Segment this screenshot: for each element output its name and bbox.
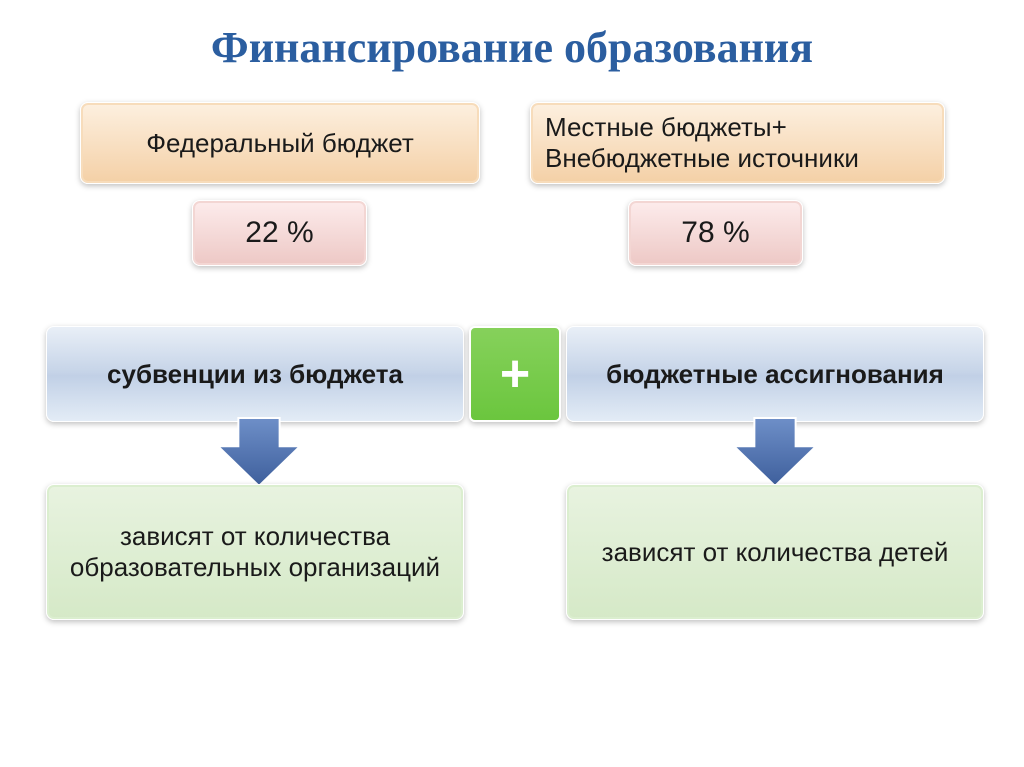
subventions-label: субвенции из бюджета	[107, 359, 403, 390]
pct-right-box: 78 %	[628, 200, 803, 266]
allocations-box: бюджетные ассигнования	[566, 326, 984, 422]
allocations-label: бюджетные ассигнования	[606, 359, 944, 390]
arrow-right-icon	[732, 416, 818, 488]
local-budget-box: Местные бюджеты+ Внебюджетные источники	[530, 102, 945, 184]
depends-orgs-label: зависят от количества образовательных ор…	[47, 521, 463, 583]
depends-orgs-box: зависят от количества образовательных ор…	[46, 484, 464, 620]
pct-left-value: 22 %	[245, 216, 313, 250]
plus-icon: +	[500, 344, 530, 404]
federal-budget-label: Федеральный бюджет	[146, 128, 414, 159]
pct-left-box: 22 %	[192, 200, 367, 266]
page-title: Финансирование образования	[0, 0, 1024, 73]
federal-budget-box: Федеральный бюджет	[80, 102, 480, 184]
subventions-box: субвенции из бюджета	[46, 326, 464, 422]
depends-children-box: зависят от количества детей	[566, 484, 984, 620]
arrow-left-icon	[216, 416, 302, 488]
plus-box: +	[469, 326, 561, 422]
depends-children-label: зависят от количества детей	[602, 537, 949, 568]
pct-right-value: 78 %	[681, 216, 749, 250]
local-budget-label: Местные бюджеты+ Внебюджетные источники	[531, 112, 944, 174]
